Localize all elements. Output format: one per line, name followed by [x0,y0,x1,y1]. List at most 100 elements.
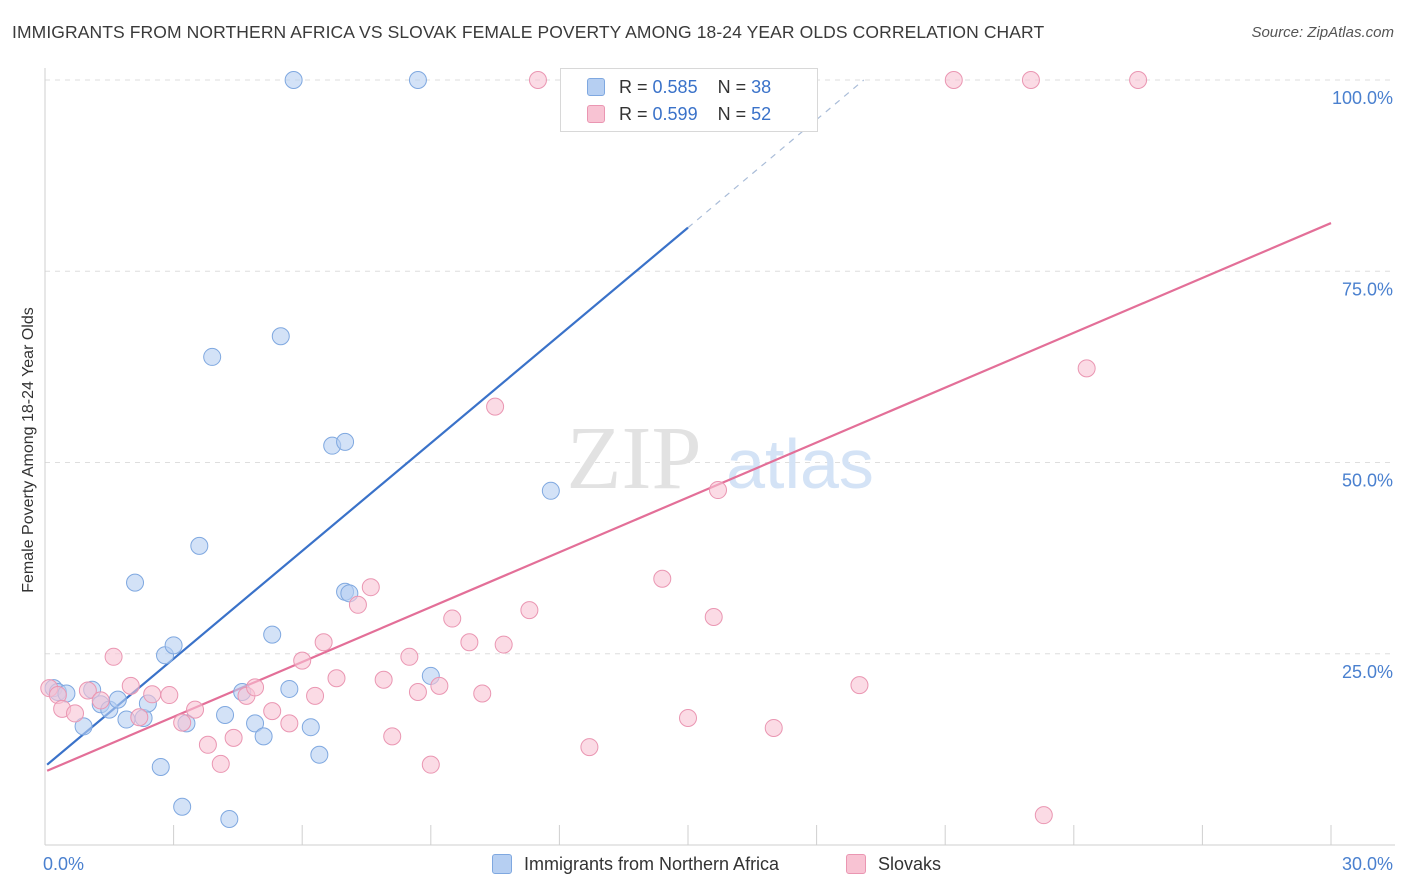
data-point-immigrants-3 [74,717,93,736]
data-point-slovaks-43 [704,608,723,627]
data-point-slovaks-27 [383,727,402,746]
data-point-slovaks-18 [263,702,282,721]
data-point-slovaks-44 [709,481,728,500]
data-point-slovaks-4 [78,681,97,700]
data-point-slovaks-36 [494,635,513,654]
axes [44,68,1395,846]
data-point-slovaks-52 [1034,806,1053,825]
data-point-slovaks-11 [173,713,192,732]
data-point-slovaks-32 [443,609,462,628]
data-point-immigrants-27 [301,718,320,737]
data-point-slovaks-38 [528,71,547,89]
data-point-immigrants-28 [310,745,329,764]
y-tick-label-25: 25.0% [1342,662,1393,682]
trend-line-immigrants [46,226,689,766]
data-point-slovaks-50 [1077,359,1096,378]
legend-row-slovaks: R = 0.599 N = 52 [587,101,771,127]
y-tick-label-50: 50.0% [1342,471,1393,491]
data-point-immigrants-19 [216,705,235,724]
data-point-slovaks-39 [580,738,599,757]
data-point-slovaks-26 [374,670,393,689]
bottom-legend-swatch-immigrants [492,854,512,874]
data-point-slovaks-25 [361,578,380,597]
legend-row-immigrants: R = 0.585 N = 38 [587,74,771,100]
bottom-legend-label-immigrants: Immigrants from Northern Africa [524,853,780,874]
legend-r-value-slovaks: 0.599 [652,103,698,124]
data-point-slovaks-19 [280,714,299,733]
legend-n-label: N = [717,103,747,124]
data-point-slovaks-20 [293,651,312,670]
data-point-immigrants-33 [271,327,290,346]
watermark: ZIP atlas [567,409,874,508]
legend-n-label: N = [717,76,747,97]
trend-line-slovaks [46,222,1332,772]
data-point-slovaks-15 [224,728,243,747]
data-point-slovaks-48 [944,71,963,89]
data-point-immigrants-9 [126,573,145,592]
data-point-immigrants-18 [203,347,222,366]
data-point-immigrants-26 [284,71,303,89]
x-tick-label-max: 30.0% [1342,854,1393,874]
bottom-legend-slovaks: Slovaks [846,852,941,876]
y-axis-label-wrap: Female Poverty Among 18-24 Year Olds [14,80,44,820]
bottom-legend-swatch-slovaks [846,854,866,874]
data-point-slovaks-21 [306,686,325,705]
data-point-slovaks-9 [143,685,162,704]
data-point-immigrants-14 [164,636,183,655]
watermark-atlas: atlas [726,425,874,503]
data-point-immigrants-23 [254,727,273,746]
legend-swatch-slovaks [587,105,605,123]
y-axis-label: Female Poverty Among 18-24 Year Olds [20,307,37,593]
data-point-slovaks-42 [679,709,697,728]
data-point-slovaks-6 [104,647,123,666]
legend-n-value-slovaks: 52 [751,103,772,124]
correlation-legend: R = 0.585 N = 38 R = 0.599 N = 52 [560,68,818,132]
data-point-slovaks-46 [764,718,783,737]
legend-r-label: R = [619,103,648,124]
data-point-slovaks-17 [246,678,265,697]
data-point-immigrants-20 [220,809,239,828]
y-tick-label-100: 100.0% [1332,88,1393,108]
bottom-legend-label-slovaks: Slovaks [878,853,942,874]
data-point-slovaks-40 [653,569,672,588]
y-tick-labels: 25.0% 50.0% 75.0% 100.0% [1332,88,1393,682]
data-point-immigrants-30 [336,432,355,451]
data-point-slovaks-14 [211,754,230,773]
data-point-slovaks-31 [430,676,449,695]
grid-lines [45,79,1395,655]
data-point-slovaks-5 [91,691,110,710]
chart-title: IMMIGRANTS FROM NORTHERN AFRICA VS SLOVA… [12,22,1045,42]
data-point-slovaks-34 [473,684,492,703]
data-point-slovaks-51 [1129,71,1148,89]
source-credit: Source: ZipAtlas.com [1251,24,1394,41]
data-point-immigrants-12 [151,757,170,776]
data-point-slovaks-49 [1021,71,1040,89]
data-point-slovaks-7 [121,676,140,695]
data-point-immigrants-36 [541,481,560,500]
data-point-slovaks-3 [66,704,85,723]
data-point-slovaks-12 [186,700,205,719]
data-point-slovaks-33 [460,633,479,652]
data-point-slovaks-10 [160,686,179,705]
data-point-slovaks-22 [314,633,333,652]
data-point-immigrants-25 [280,679,299,698]
trend-line-extension-immigrants [687,79,865,229]
watermark-zip: ZIP [567,409,702,508]
data-point-slovaks-23 [327,669,346,688]
data-point-slovaks-13 [198,735,217,754]
data-point-immigrants-34 [408,71,427,89]
data-point-slovaks-29 [408,683,427,701]
data-point-slovaks-28 [400,647,419,666]
data-point-immigrants-22 [246,714,265,733]
legend-swatch-immigrants [587,78,605,96]
x-tick-labels: 0.0% 30.0% [43,854,1393,874]
data-point-slovaks-47 [850,676,869,695]
legend-r-value-immigrants: 0.585 [652,76,698,97]
data-point-slovaks-30 [421,755,440,774]
data-point-immigrants-17 [190,536,209,555]
data-point-immigrants-24 [263,625,282,644]
bottom-legend-immigrants: Immigrants from Northern Africa [492,852,779,876]
data-point-immigrants-7 [108,690,127,709]
legend-r-label: R = [619,76,648,97]
trend-lines [46,79,1332,772]
